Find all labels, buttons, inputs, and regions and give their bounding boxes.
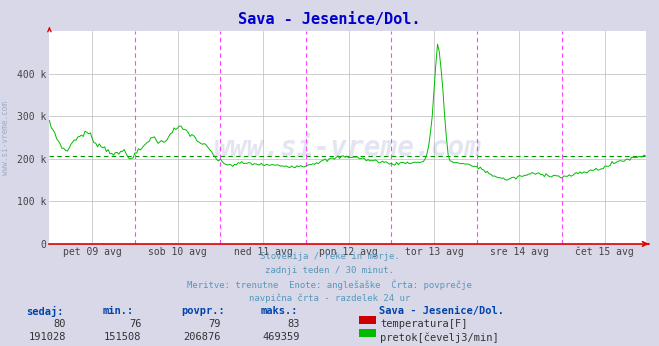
Text: 151508: 151508 xyxy=(104,332,142,342)
Text: 83: 83 xyxy=(287,319,300,329)
Text: Sava - Jesenice/Dol.: Sava - Jesenice/Dol. xyxy=(239,12,420,27)
Text: Meritve: trenutne  Enote: anglešaške  Črta: povprečje: Meritve: trenutne Enote: anglešaške Črta… xyxy=(187,280,472,290)
Text: temperatura[F]: temperatura[F] xyxy=(380,319,468,329)
Text: 191028: 191028 xyxy=(28,332,66,342)
Text: www.si-vreme.com: www.si-vreme.com xyxy=(214,134,482,162)
Text: zadnji teden / 30 minut.: zadnji teden / 30 minut. xyxy=(265,266,394,275)
Text: min.:: min.: xyxy=(102,306,133,316)
Text: 206876: 206876 xyxy=(183,332,221,342)
Text: Sava - Jesenice/Dol.: Sava - Jesenice/Dol. xyxy=(379,306,504,316)
Text: navpična črta - razdelek 24 ur: navpična črta - razdelek 24 ur xyxy=(249,293,410,303)
Text: 80: 80 xyxy=(53,319,66,329)
Text: Slovenija / reke in morje.: Slovenija / reke in morje. xyxy=(260,252,399,261)
Text: 76: 76 xyxy=(129,319,142,329)
Text: www.si-vreme.com: www.si-vreme.com xyxy=(1,101,10,175)
Text: 469359: 469359 xyxy=(262,332,300,342)
Text: 79: 79 xyxy=(208,319,221,329)
Text: sedaj:: sedaj: xyxy=(26,306,64,317)
Text: pretok[čevelj3/min]: pretok[čevelj3/min] xyxy=(380,332,499,343)
Text: povpr.:: povpr.: xyxy=(181,306,225,316)
Text: maks.:: maks.: xyxy=(260,306,298,316)
